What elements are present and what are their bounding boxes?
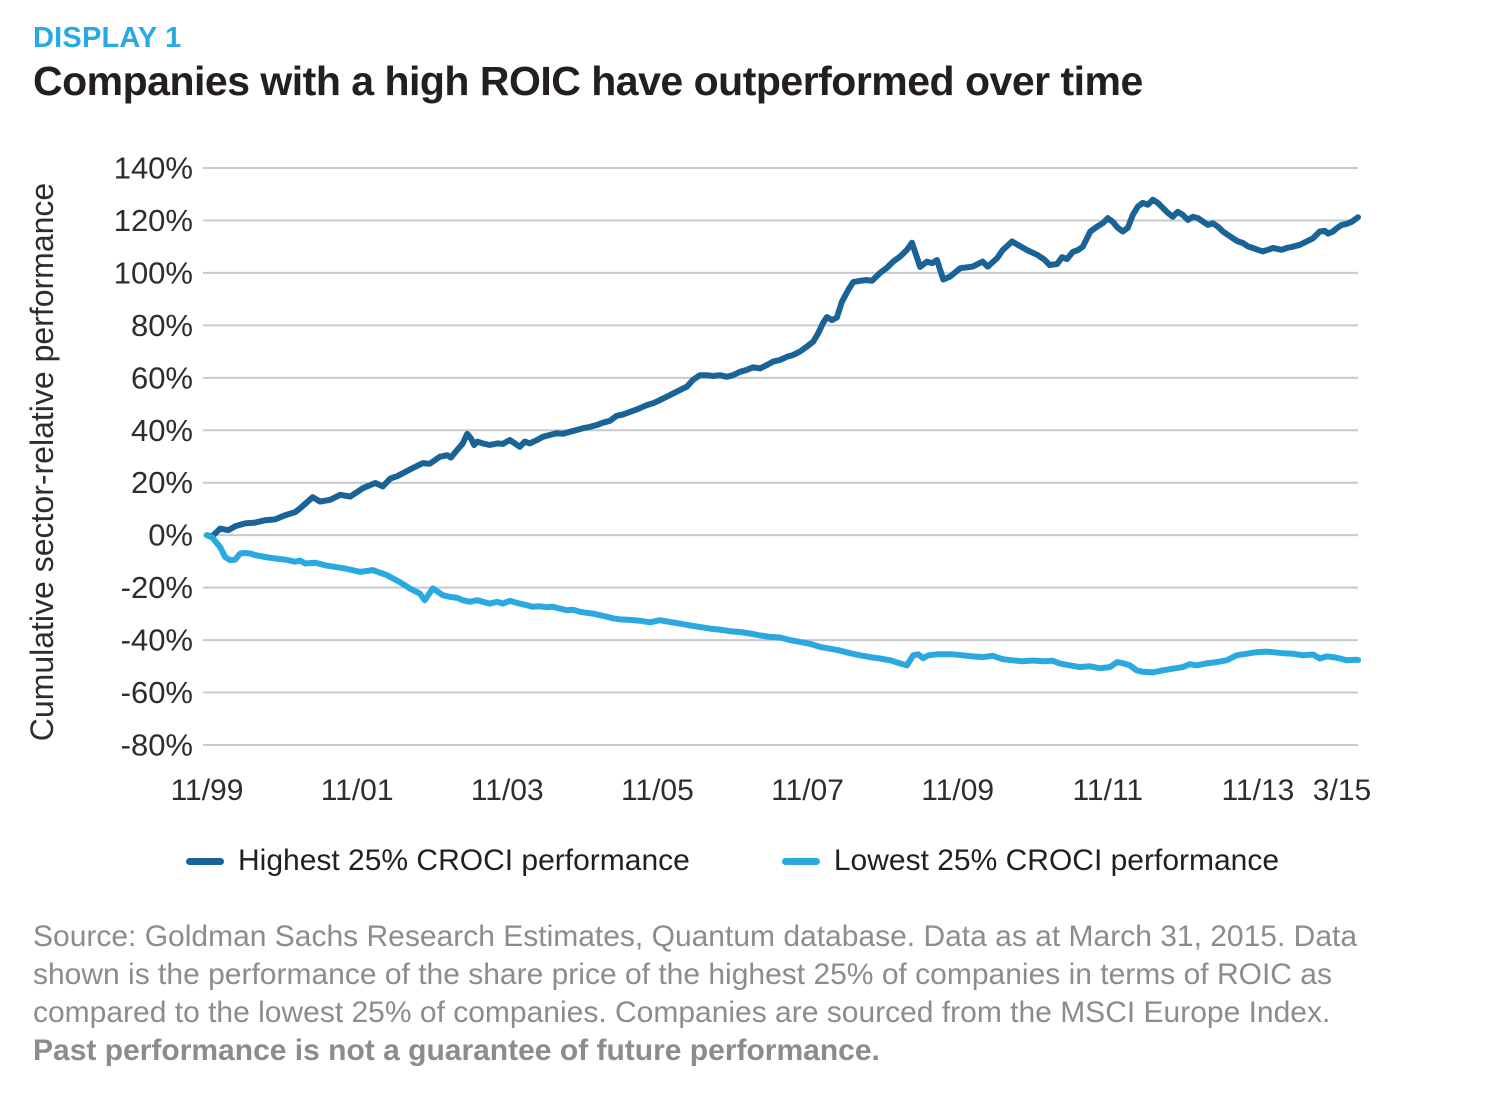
lowest-series-swatch-icon (781, 857, 820, 865)
x-tick-label: 3/15 (1313, 774, 1371, 807)
source-note: Source: Goldman Sachs Research Estimates… (33, 918, 1357, 1070)
y-tick-label: -60% (121, 675, 193, 710)
highest-series-swatch-icon (186, 857, 224, 865)
y-tick-label: -80% (121, 728, 193, 763)
highest-croci-line (204, 196, 1361, 540)
y-tick-label: -40% (121, 623, 193, 658)
x-tick-label: 11/05 (621, 774, 694, 807)
x-tick-label: 11/01 (321, 774, 394, 807)
y-tick-label: 20% (131, 465, 193, 500)
display-label: DISPLAY 1 (33, 22, 182, 54)
source-line-2: shown is the performance of the share pr… (33, 958, 1332, 991)
x-tick-label: 11/07 (771, 774, 844, 807)
legend-label-highest: Highest 25% CROCI performance (238, 844, 690, 877)
y-tick-label: 120% (114, 203, 193, 238)
chart-title: Companies with a high ROIC have outperfo… (33, 58, 1143, 104)
y-tick-label: 140% (114, 151, 193, 186)
y-tick-label: 80% (131, 308, 193, 343)
x-tick-label: 11/99 (171, 774, 244, 807)
legend-item-lowest: Lowest 25% CROCI performance (781, 844, 1280, 878)
source-line-1: Source: Goldman Sachs Research Estimates… (33, 920, 1358, 953)
x-tick-label: 11/13 (1221, 774, 1294, 807)
chart-legend: Highest 25% CROCI performance Lowest 25%… (186, 838, 1279, 884)
legend-item-highest: Highest 25% CROCI performance (186, 844, 690, 878)
y-tick-label: 40% (131, 413, 193, 448)
legend-label-lowest: Lowest 25% CROCI performance (833, 844, 1280, 877)
y-tick-label: 60% (131, 360, 193, 395)
y-tick-label: -20% (121, 570, 193, 605)
source-line-3: compared to the lowest 25% of companies.… (33, 996, 1331, 1029)
source-disclaimer: Past performance is not a guarantee of f… (33, 1034, 880, 1067)
x-tick-label: 11/11 (1072, 774, 1143, 807)
x-tick-label: 11/03 (471, 774, 544, 807)
y-tick-label: 0% (148, 518, 193, 553)
y-tick-label: 100% (114, 255, 193, 290)
y-axis-title: Cumulative sector-relative performance (24, 183, 60, 741)
x-tick-label: 11/09 (921, 774, 994, 807)
lowest-croci-line (204, 532, 1361, 676)
